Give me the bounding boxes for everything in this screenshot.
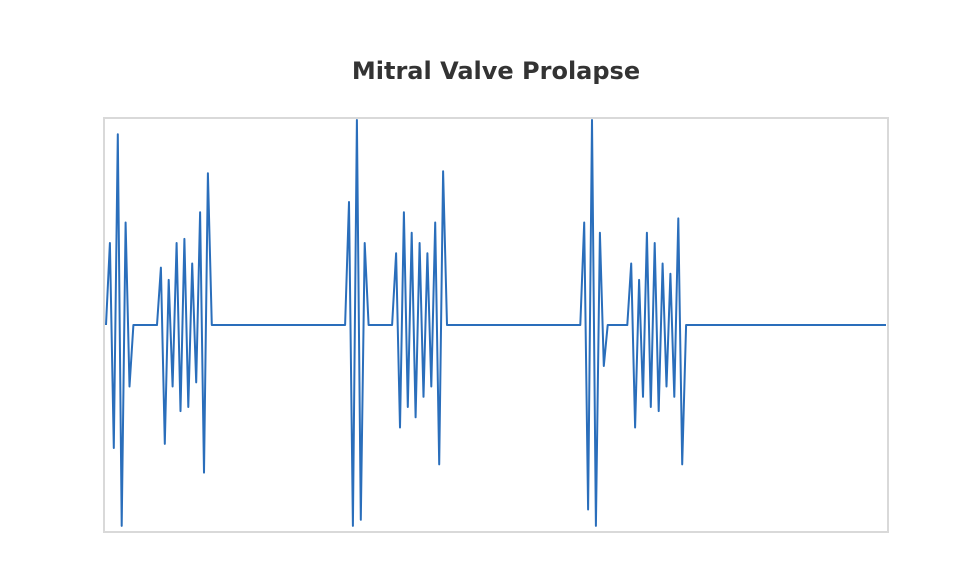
waveform: [105, 119, 886, 527]
chart-title: Mitral Valve Prolapse: [352, 57, 640, 85]
plot-frame: [103, 117, 889, 533]
